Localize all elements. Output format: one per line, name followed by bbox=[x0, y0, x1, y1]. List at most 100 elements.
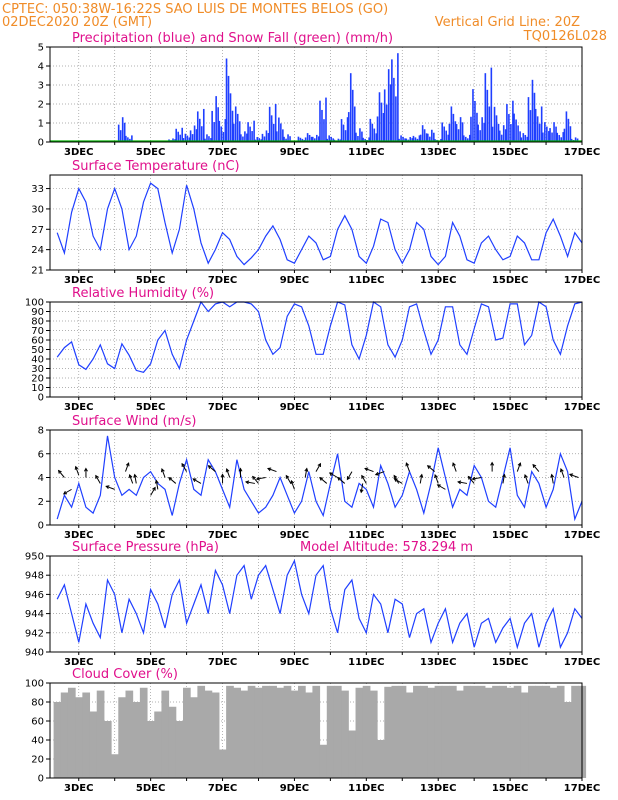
wind-arrow bbox=[524, 474, 529, 484]
precip-bar bbox=[474, 100, 476, 142]
wind-arrow-head bbox=[319, 477, 324, 481]
wind-arrow-head bbox=[346, 476, 351, 481]
cloud-bar bbox=[319, 744, 328, 778]
wind-arrow-head bbox=[359, 489, 364, 494]
x-tick-label: 17DEC bbox=[564, 530, 600, 541]
precip-bar bbox=[576, 138, 579, 142]
precip-bar bbox=[457, 129, 460, 142]
cloud-bar bbox=[262, 685, 270, 778]
wind-arrow bbox=[427, 465, 435, 472]
wind-arrow-head bbox=[192, 478, 197, 482]
precip-bar bbox=[402, 136, 404, 142]
precip-bar bbox=[540, 106, 543, 142]
cloud-bar bbox=[391, 685, 400, 778]
precip-bar bbox=[443, 126, 446, 142]
precip-bar bbox=[234, 106, 237, 142]
y-tick-label: 30 bbox=[31, 204, 44, 215]
precip-bar bbox=[208, 136, 210, 142]
precip-bar bbox=[355, 132, 357, 142]
cloud-bar bbox=[154, 711, 162, 778]
cloud-bar bbox=[449, 685, 457, 778]
precip-bar bbox=[376, 116, 379, 142]
wind-arrow bbox=[560, 468, 565, 478]
precip-bar bbox=[202, 108, 205, 142]
y-tick-label: 33 bbox=[31, 184, 44, 195]
wind-arrow bbox=[434, 474, 439, 484]
y-tick-label: 940 bbox=[25, 648, 44, 659]
panel-frame bbox=[49, 46, 583, 143]
panel-title: Precipitation (blue) and Snow Fall (gree… bbox=[72, 31, 393, 46]
precip-bar bbox=[491, 126, 494, 142]
precip-bar bbox=[531, 79, 534, 142]
wind-arrow bbox=[551, 474, 554, 484]
cloud-bar bbox=[67, 687, 76, 778]
precip-bar bbox=[117, 124, 120, 142]
cloud-bar bbox=[60, 692, 69, 778]
x-tick-label: 17DEC bbox=[564, 783, 600, 794]
cloud-bar bbox=[499, 685, 508, 778]
x-tick-label: 15DEC bbox=[492, 783, 528, 794]
precip-bar bbox=[488, 106, 491, 142]
precip-bar bbox=[184, 133, 187, 142]
precip-bar bbox=[527, 97, 530, 142]
wind-arrow bbox=[329, 472, 338, 478]
precip-bar bbox=[418, 135, 421, 142]
precip-bar bbox=[299, 137, 302, 142]
y-tick-label: 100 bbox=[25, 298, 44, 309]
cloud-bar bbox=[233, 687, 242, 778]
precip-bar bbox=[555, 126, 557, 142]
precip-bar bbox=[524, 134, 527, 142]
wind-arrow bbox=[134, 474, 137, 484]
wind-arrow bbox=[502, 474, 505, 484]
cloud-bar bbox=[312, 685, 321, 778]
precip-bar bbox=[405, 138, 408, 142]
wind-arrow bbox=[285, 475, 292, 484]
y-tick-label: 2 bbox=[38, 100, 44, 111]
wind-arrow bbox=[516, 462, 521, 472]
precip-bar bbox=[508, 114, 510, 142]
wind-arrow bbox=[129, 474, 134, 484]
y-tick-label: 40 bbox=[31, 736, 44, 747]
x-tick-label: 5DEC bbox=[136, 147, 165, 158]
panel-3: Relative Humidity (%) 0102030405060708090… bbox=[25, 286, 600, 413]
wind-arrow bbox=[106, 485, 115, 490]
cloud-bar bbox=[139, 687, 148, 778]
x-tick-label: 7DEC bbox=[208, 402, 237, 413]
cloud-bar bbox=[276, 687, 285, 778]
precip-bar bbox=[441, 122, 444, 142]
wind-arrow-head bbox=[220, 473, 225, 478]
precip-bar bbox=[378, 92, 381, 142]
wind-arrow bbox=[256, 477, 266, 480]
precip-bar bbox=[198, 118, 201, 142]
x-tick-label: 7DEC bbox=[208, 147, 237, 158]
wind-arrow-head bbox=[328, 472, 334, 476]
precip-bar bbox=[196, 111, 199, 142]
wind-arrow bbox=[360, 483, 364, 493]
y-tick-label: 1 bbox=[38, 119, 44, 130]
precip-bar bbox=[373, 128, 376, 142]
precip-bar bbox=[319, 100, 321, 142]
x-tick-label: 3DEC bbox=[64, 402, 93, 413]
cloud-bar bbox=[549, 687, 558, 778]
x-tick-label: 9DEC bbox=[280, 402, 309, 413]
cloud-bar bbox=[53, 702, 62, 778]
x-tick-label: 9DEC bbox=[280, 657, 309, 668]
wind-arrow-head bbox=[550, 473, 555, 478]
panel-2: Surface Temperature (nC) 21 24 27 30 33 3DEC 5D… bbox=[31, 159, 600, 286]
wind-arrow-head bbox=[252, 475, 256, 480]
wind-arrow bbox=[208, 465, 216, 472]
x-tick-label: 9DEC bbox=[280, 783, 309, 794]
precip-bar bbox=[563, 128, 566, 142]
precip-bar bbox=[371, 123, 374, 142]
precip-bar bbox=[340, 119, 343, 142]
x-tick-label: 13DEC bbox=[420, 657, 456, 668]
precip-bar bbox=[123, 122, 126, 142]
precip-bar bbox=[389, 84, 392, 142]
cloud-bar bbox=[190, 697, 198, 778]
cloud-bar bbox=[118, 697, 126, 778]
y-tick-label: 942 bbox=[25, 628, 44, 639]
precip-bar bbox=[464, 136, 467, 142]
wind-arrow-head bbox=[467, 475, 472, 480]
wind-arrow-head bbox=[568, 473, 574, 478]
wind-arrow bbox=[532, 464, 540, 472]
